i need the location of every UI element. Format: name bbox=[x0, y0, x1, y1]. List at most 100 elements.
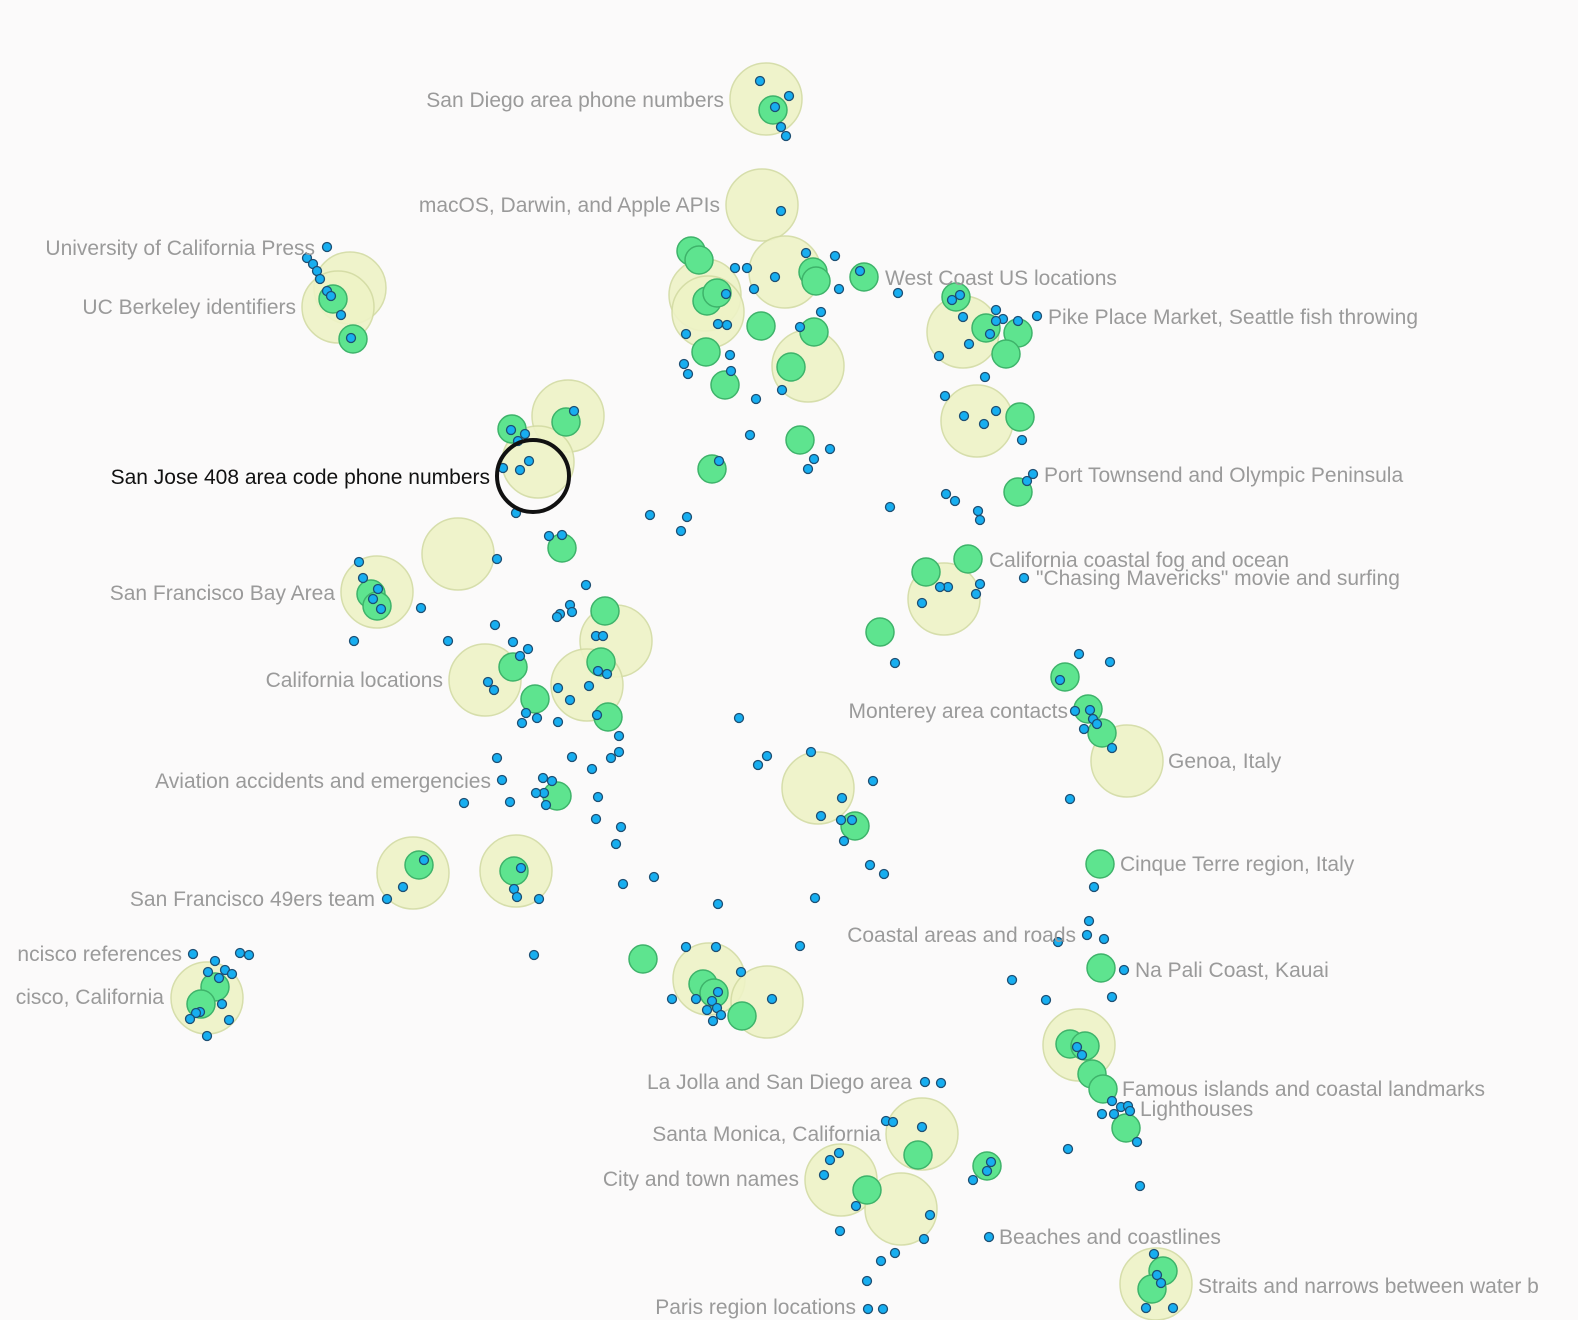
data-point[interactable] bbox=[706, 995, 718, 1007]
data-point[interactable] bbox=[919, 1076, 931, 1088]
data-point[interactable] bbox=[729, 262, 741, 274]
label-lighthouses[interactable]: Lighthouses bbox=[1140, 1098, 1253, 1121]
data-point[interactable] bbox=[505, 424, 517, 436]
data-point[interactable] bbox=[815, 810, 827, 822]
data-point[interactable] bbox=[752, 759, 764, 771]
data-point[interactable] bbox=[818, 1169, 830, 1181]
data-point[interactable] bbox=[580, 579, 592, 591]
data-point[interactable] bbox=[990, 315, 1002, 327]
label-city-town[interactable]: City and town names bbox=[603, 1168, 799, 1191]
data-point[interactable] bbox=[1167, 1302, 1179, 1314]
data-point[interactable] bbox=[617, 878, 629, 890]
data-point[interactable] bbox=[234, 947, 246, 959]
cluster-bubble[interactable] bbox=[421, 517, 495, 591]
label-cinque-terre[interactable]: Cinque Terre region, Italy bbox=[1120, 853, 1355, 876]
data-point[interactable] bbox=[862, 1303, 874, 1315]
data-point[interactable] bbox=[724, 349, 736, 361]
data-point[interactable] bbox=[1006, 974, 1018, 986]
data-point[interactable] bbox=[325, 290, 337, 302]
data-point[interactable] bbox=[829, 250, 841, 262]
data-point[interactable] bbox=[963, 338, 975, 350]
label-famous-islands[interactable]: Famous islands and coastal landmarks bbox=[1122, 1078, 1485, 1101]
data-point[interactable] bbox=[680, 941, 692, 953]
data-point[interactable] bbox=[552, 716, 564, 728]
data-point[interactable] bbox=[690, 993, 702, 1005]
data-point[interactable] bbox=[507, 636, 519, 648]
data-point[interactable] bbox=[442, 635, 454, 647]
label-uc-berkeley[interactable]: UC Berkeley identifiers bbox=[82, 296, 296, 319]
data-point[interactable] bbox=[375, 603, 387, 615]
data-point[interactable] bbox=[1118, 964, 1130, 976]
label-aviation[interactable]: Aviation accidents and emergencies bbox=[155, 770, 491, 793]
data-point[interactable] bbox=[1106, 991, 1118, 1003]
data-point[interactable] bbox=[981, 1165, 993, 1177]
label-paris[interactable]: Paris region locations bbox=[655, 1296, 856, 1319]
data-point[interactable] bbox=[861, 1275, 873, 1287]
data-point[interactable] bbox=[776, 384, 788, 396]
data-point[interactable] bbox=[769, 271, 781, 283]
label-port-townsend[interactable]: Port Townsend and Olympic Peninsula bbox=[1044, 464, 1403, 487]
data-point[interactable] bbox=[531, 712, 543, 724]
data-point[interactable] bbox=[892, 287, 904, 299]
data-point[interactable] bbox=[864, 859, 876, 871]
data-point[interactable] bbox=[372, 583, 384, 595]
data-point[interactable] bbox=[1084, 704, 1096, 716]
data-point[interactable] bbox=[1069, 705, 1081, 717]
data-point[interactable] bbox=[566, 751, 578, 763]
data-point[interactable] bbox=[496, 774, 508, 786]
data-point[interactable] bbox=[1073, 648, 1085, 660]
data-point[interactable] bbox=[990, 405, 1002, 417]
data-point[interactable] bbox=[491, 553, 503, 565]
data-point[interactable] bbox=[916, 597, 928, 609]
topic-node[interactable] bbox=[991, 339, 1021, 369]
data-point[interactable] bbox=[809, 892, 821, 904]
cluster-bubble[interactable] bbox=[725, 168, 799, 242]
data-point[interactable] bbox=[491, 752, 503, 764]
data-point[interactable] bbox=[744, 429, 756, 441]
data-point[interactable] bbox=[381, 893, 393, 905]
data-point[interactable] bbox=[556, 529, 568, 541]
data-point[interactable] bbox=[824, 443, 836, 455]
data-point[interactable] bbox=[533, 893, 545, 905]
label-sf-california[interactable]: cisco, California bbox=[16, 986, 165, 1009]
data-point[interactable] bbox=[916, 1121, 928, 1133]
data-point[interactable] bbox=[748, 283, 760, 295]
data-point[interactable] bbox=[867, 775, 879, 787]
data-point[interactable] bbox=[1078, 723, 1090, 735]
data-point[interactable] bbox=[357, 572, 369, 584]
data-point[interactable] bbox=[733, 712, 745, 724]
data-point[interactable] bbox=[1018, 572, 1030, 584]
data-point[interactable] bbox=[983, 1231, 995, 1243]
data-point[interactable] bbox=[1151, 1269, 1163, 1281]
label-west-coast[interactable]: West Coast US locations bbox=[885, 267, 1117, 290]
data-point[interactable] bbox=[884, 501, 896, 513]
data-point[interactable] bbox=[1071, 1041, 1083, 1053]
data-point[interactable] bbox=[957, 311, 969, 323]
data-point[interactable] bbox=[766, 993, 778, 1005]
data-point[interactable] bbox=[970, 588, 982, 600]
topic-node[interactable] bbox=[628, 944, 658, 974]
data-point[interactable] bbox=[528, 949, 540, 961]
data-point[interactable] bbox=[566, 606, 578, 618]
data-point[interactable] bbox=[974, 514, 986, 526]
data-point[interactable] bbox=[418, 854, 430, 866]
label-pike-place[interactable]: Pike Place Market, Seattle fish throwing bbox=[1048, 306, 1418, 329]
data-point[interactable] bbox=[546, 775, 558, 787]
data-point[interactable] bbox=[367, 593, 379, 605]
topic-node[interactable] bbox=[852, 1175, 882, 1205]
topic-node[interactable] bbox=[1085, 849, 1115, 879]
topic-node[interactable] bbox=[799, 317, 829, 347]
data-point[interactable] bbox=[815, 306, 827, 318]
data-point[interactable] bbox=[1131, 1136, 1143, 1148]
topic-node[interactable] bbox=[590, 596, 620, 626]
label-macos[interactable]: macOS, Darwin, and Apple APIs bbox=[419, 194, 720, 217]
label-la-jolla[interactable]: La Jolla and San Diego area bbox=[647, 1071, 912, 1094]
data-point[interactable] bbox=[889, 1247, 901, 1259]
data-point[interactable] bbox=[918, 1233, 930, 1245]
data-point[interactable] bbox=[972, 505, 984, 517]
data-point[interactable] bbox=[769, 101, 781, 113]
data-point[interactable] bbox=[1124, 1105, 1136, 1117]
data-point[interactable] bbox=[680, 328, 692, 340]
data-point[interactable] bbox=[482, 676, 494, 688]
label-ca-fog[interactable]: California coastal fog and ocean bbox=[989, 549, 1289, 572]
